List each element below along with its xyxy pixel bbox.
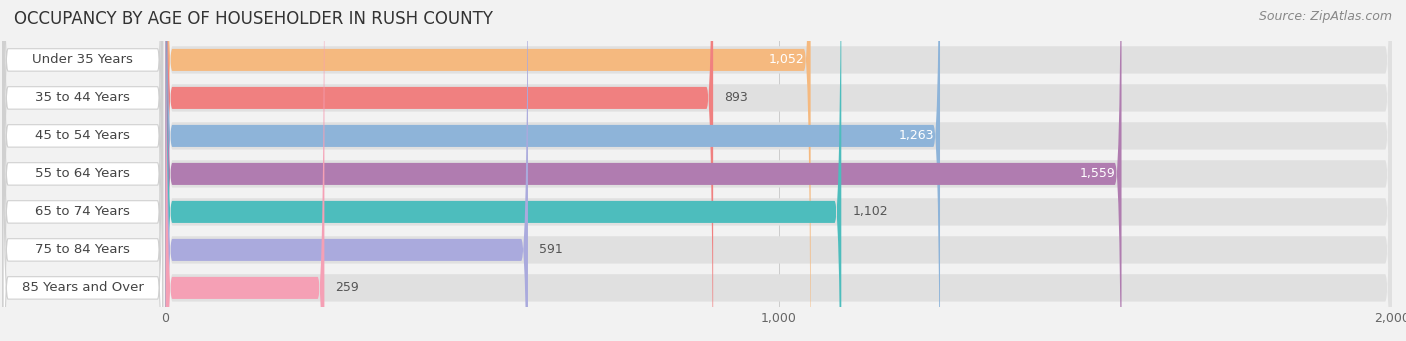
Text: 259: 259 [336,281,359,294]
Text: 893: 893 [724,91,748,104]
Text: 65 to 74 Years: 65 to 74 Years [35,205,131,218]
FancyBboxPatch shape [3,0,163,341]
FancyBboxPatch shape [166,0,713,341]
FancyBboxPatch shape [3,0,163,341]
FancyBboxPatch shape [166,0,1392,341]
FancyBboxPatch shape [166,0,811,341]
Text: 55 to 64 Years: 55 to 64 Years [35,167,131,180]
FancyBboxPatch shape [166,0,1122,341]
FancyBboxPatch shape [166,0,1392,341]
Text: Source: ZipAtlas.com: Source: ZipAtlas.com [1258,10,1392,23]
FancyBboxPatch shape [166,0,1392,341]
Text: 1,559: 1,559 [1080,167,1115,180]
FancyBboxPatch shape [166,0,841,341]
Text: 1,052: 1,052 [769,54,804,66]
FancyBboxPatch shape [166,0,1392,341]
FancyBboxPatch shape [166,0,529,341]
FancyBboxPatch shape [3,0,163,341]
Text: 45 to 54 Years: 45 to 54 Years [35,130,131,143]
FancyBboxPatch shape [166,0,1392,341]
Text: Under 35 Years: Under 35 Years [32,54,134,66]
FancyBboxPatch shape [166,0,1392,341]
FancyBboxPatch shape [3,0,163,341]
Text: 85 Years and Over: 85 Years and Over [22,281,143,294]
Text: 591: 591 [538,243,562,256]
Text: 35 to 44 Years: 35 to 44 Years [35,91,131,104]
FancyBboxPatch shape [3,0,163,341]
FancyBboxPatch shape [166,0,941,341]
Text: 1,102: 1,102 [852,205,889,218]
FancyBboxPatch shape [3,0,163,341]
FancyBboxPatch shape [3,0,163,341]
FancyBboxPatch shape [166,0,1392,341]
Text: OCCUPANCY BY AGE OF HOUSEHOLDER IN RUSH COUNTY: OCCUPANCY BY AGE OF HOUSEHOLDER IN RUSH … [14,10,494,28]
FancyBboxPatch shape [166,0,325,341]
Text: 1,263: 1,263 [898,130,934,143]
Text: 75 to 84 Years: 75 to 84 Years [35,243,131,256]
